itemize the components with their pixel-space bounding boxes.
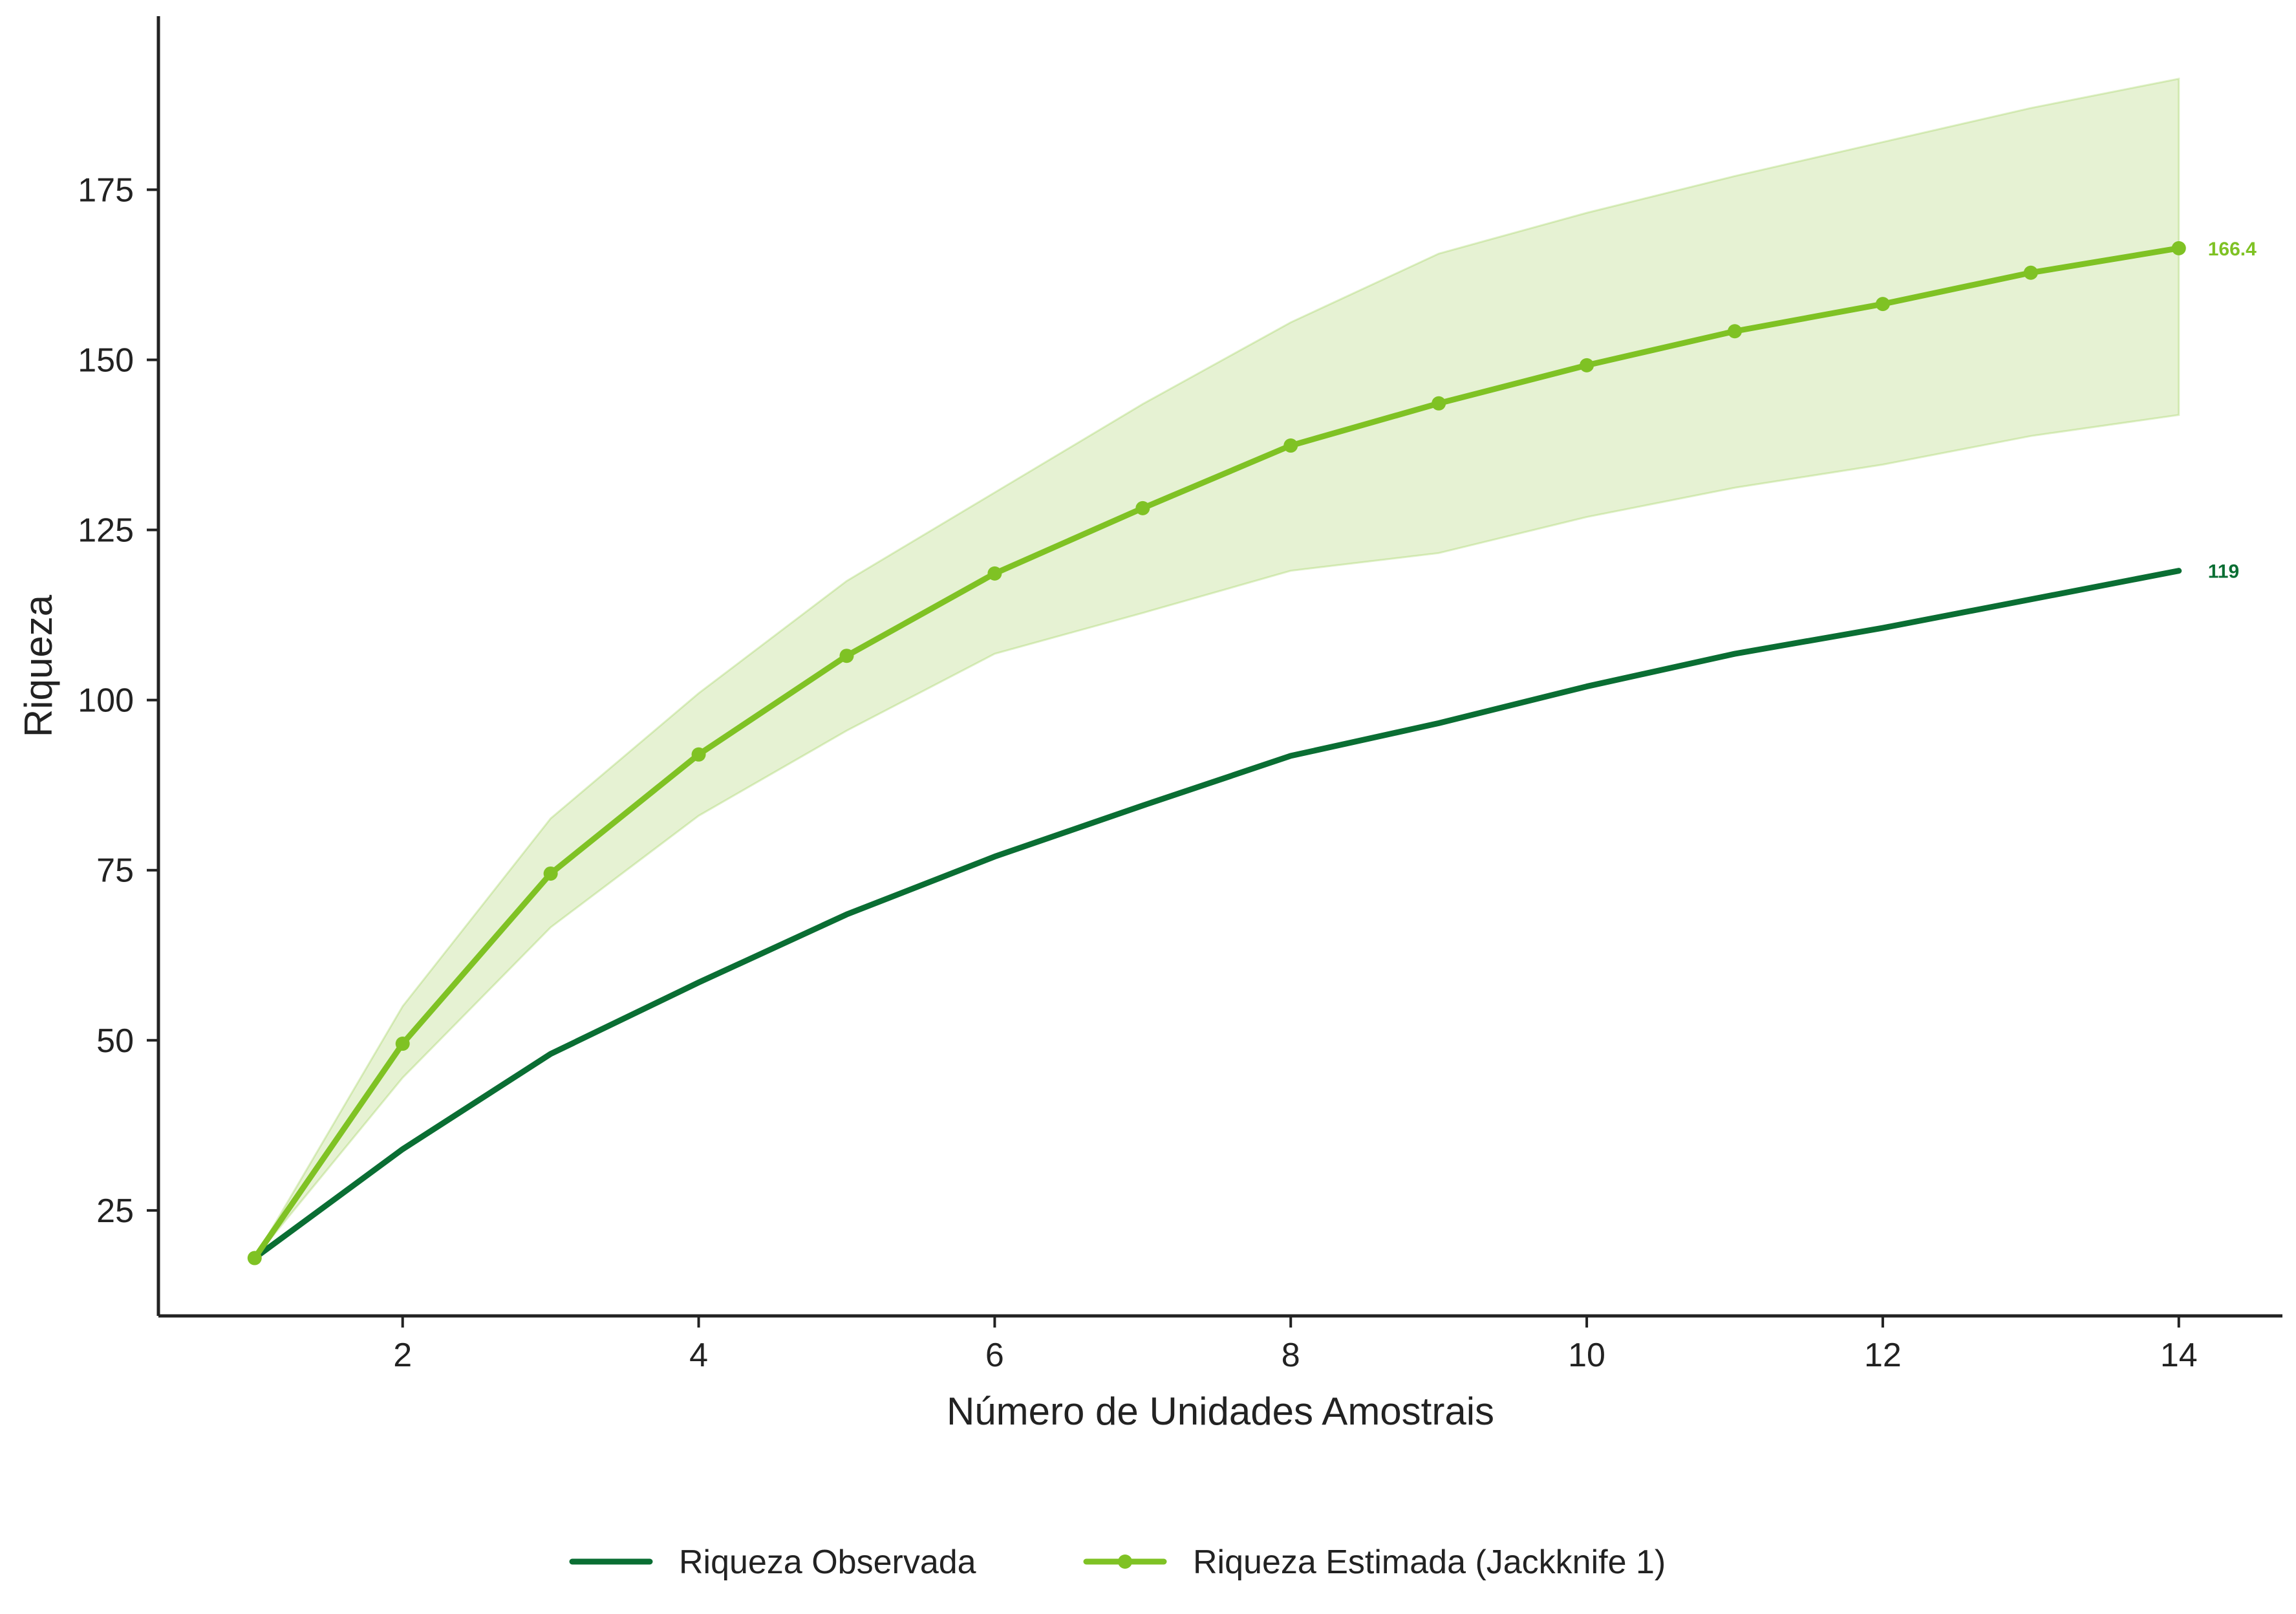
axes-layer — [156, 16, 2282, 1318]
data-point — [2171, 241, 2186, 255]
x-tick-label: 8 — [1282, 1337, 1300, 1374]
x-tick-label: 4 — [689, 1337, 708, 1374]
x-tick-label: 6 — [985, 1337, 1004, 1374]
data-point — [543, 866, 558, 881]
legend-item: Riqueza Observada — [569, 1544, 976, 1581]
legend-label: Riqueza Estimada (Jackknife 1) — [1193, 1544, 1666, 1581]
x-axis-title: Número de Unidades Amostrais — [947, 1390, 1494, 1433]
end-value-label: 119 — [2208, 561, 2239, 583]
y-axis-title: Riqueza — [17, 594, 60, 737]
y-tick-label: 150 — [78, 341, 134, 379]
y-tick-label: 75 — [96, 852, 134, 890]
y-tick-label: 175 — [78, 171, 134, 209]
end-labels-layer: 119 166.4 — [2208, 239, 2257, 583]
data-point — [1432, 396, 1446, 411]
legend-marker — [1118, 1555, 1132, 1569]
ticks-layer: 2 4 6 8 10 12 14 25 50 75 100 125 150 175 — [78, 171, 2197, 1374]
y-tick-label: 25 — [96, 1192, 134, 1230]
y-tick-label: 100 — [78, 682, 134, 720]
data-point — [839, 649, 854, 663]
x-tick-label: 12 — [1864, 1337, 1902, 1374]
y-tick-label: 50 — [96, 1022, 134, 1060]
data-point — [2023, 265, 2038, 280]
legend-label: Riqueza Observada — [679, 1544, 976, 1581]
legend-item: Riqueza Estimada (Jackknife 1) — [1083, 1544, 1666, 1581]
legend: Riqueza Observada Riqueza Estimada (Jackk… — [569, 1544, 1666, 1581]
data-point — [1580, 358, 1594, 372]
data-point — [1135, 500, 1150, 515]
x-tick-label: 10 — [1568, 1337, 1605, 1374]
data-point — [1875, 297, 1890, 312]
data-point — [1283, 438, 1298, 453]
series-line-2 — [252, 245, 2182, 1262]
data-point — [395, 1037, 410, 1051]
series-points-layer — [247, 241, 2186, 1265]
data-point — [1727, 324, 1742, 339]
series-lines-layer — [252, 245, 2182, 1262]
confidence-band-layer — [253, 77, 2180, 1259]
data-point — [691, 747, 706, 762]
data-point — [247, 1251, 262, 1265]
end-value-label: 166.4 — [2208, 239, 2257, 260]
series-line-1 — [252, 568, 2182, 1262]
x-tick-label: 14 — [2160, 1337, 2198, 1374]
x-tick-label: 2 — [393, 1337, 412, 1374]
confidence-band — [253, 77, 2180, 1259]
data-point — [987, 566, 1002, 581]
y-tick-label: 125 — [78, 512, 134, 550]
